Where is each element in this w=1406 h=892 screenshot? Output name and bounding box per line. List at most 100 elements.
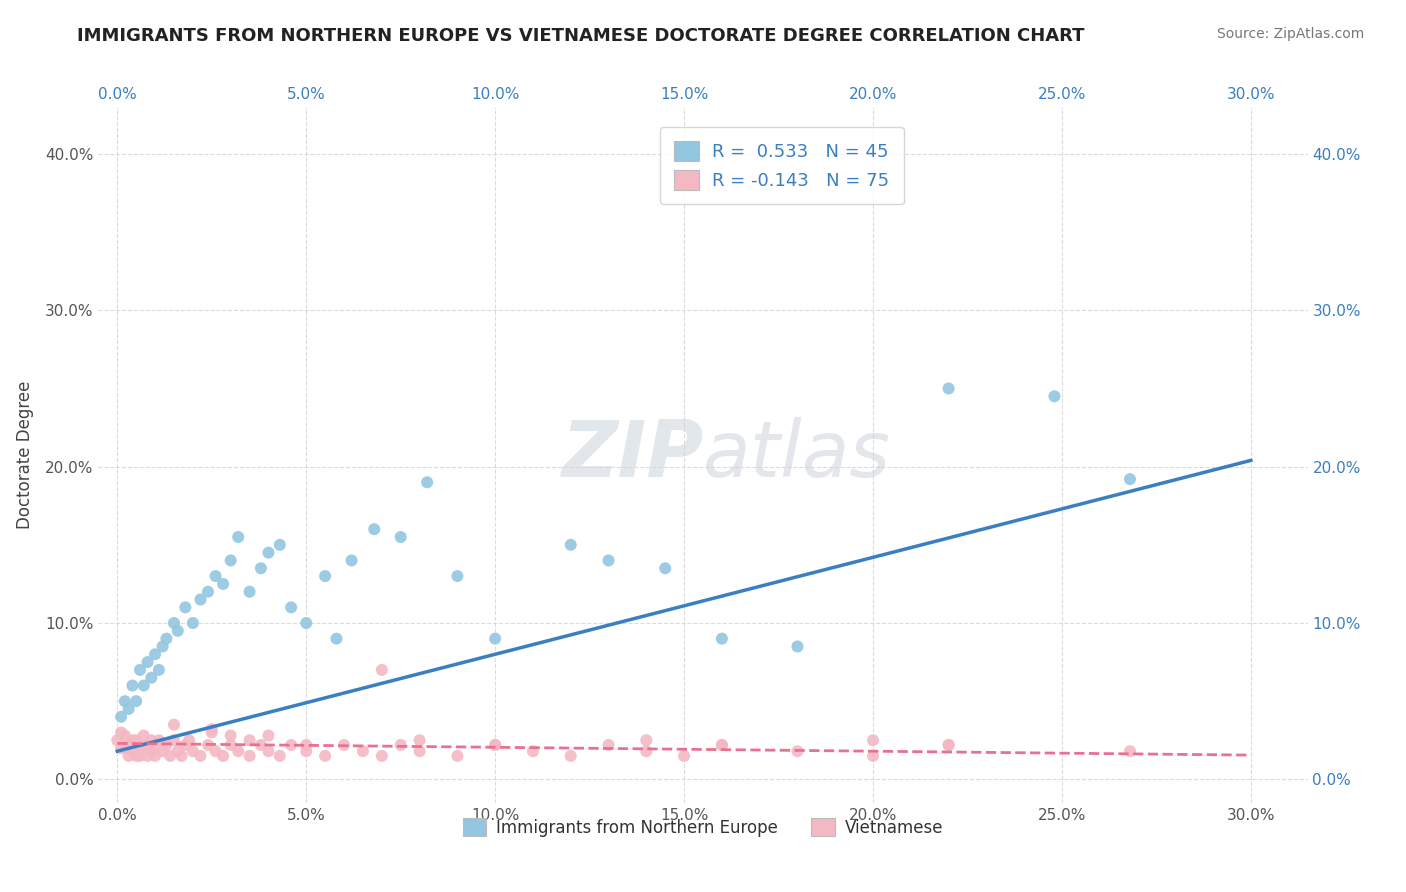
Point	[1119, 744, 1142, 758]
Point	[148, 733, 170, 747]
Point	[141, 671, 163, 685]
Point	[484, 632, 506, 646]
Point	[132, 679, 155, 693]
Point	[226, 530, 249, 544]
Point	[862, 748, 884, 763]
Point	[163, 717, 186, 731]
Point	[257, 546, 280, 560]
Point	[250, 561, 273, 575]
Point	[446, 748, 468, 763]
Point	[219, 553, 242, 567]
Point	[295, 615, 318, 630]
Point	[389, 738, 412, 752]
Point	[295, 744, 318, 758]
Point	[250, 738, 273, 752]
Point	[710, 632, 733, 646]
Point	[179, 733, 201, 747]
Point	[114, 729, 136, 743]
Point	[239, 733, 262, 747]
Point	[204, 569, 226, 583]
Point	[280, 600, 302, 615]
Point	[181, 744, 204, 758]
Point	[295, 738, 318, 752]
Point	[371, 748, 394, 763]
Point	[132, 738, 155, 752]
Point	[257, 744, 280, 758]
Point	[446, 569, 468, 583]
Point	[363, 522, 385, 536]
Point	[938, 382, 960, 396]
Point	[862, 733, 884, 747]
Point	[129, 663, 152, 677]
Point	[141, 744, 163, 758]
Point	[155, 632, 177, 646]
Text: ZIP: ZIP	[561, 417, 703, 493]
Point	[786, 744, 808, 758]
Point	[201, 725, 224, 739]
Point	[269, 748, 291, 763]
Point	[280, 738, 302, 752]
Point	[143, 647, 166, 661]
Text: IMMIGRANTS FROM NORTHERN EUROPE VS VIETNAMESE DOCTORATE DEGREE CORRELATION CHART: IMMIGRANTS FROM NORTHERN EUROPE VS VIETN…	[77, 27, 1085, 45]
Point	[155, 738, 177, 752]
Point	[129, 741, 152, 756]
Point	[239, 748, 262, 763]
Point	[314, 569, 336, 583]
Point	[598, 553, 620, 567]
Point	[371, 663, 394, 677]
Point	[143, 748, 166, 763]
Point	[136, 655, 159, 669]
Point	[484, 738, 506, 752]
Point	[673, 748, 696, 763]
Point	[389, 530, 412, 544]
Point	[143, 741, 166, 756]
Point	[166, 744, 188, 758]
Point	[636, 744, 658, 758]
Point	[110, 725, 132, 739]
Text: Source: ZipAtlas.com: Source: ZipAtlas.com	[1216, 27, 1364, 41]
Point	[136, 748, 159, 763]
Point	[166, 624, 188, 638]
Point	[314, 748, 336, 763]
Point	[190, 592, 212, 607]
Point	[105, 733, 128, 747]
Point	[163, 733, 186, 747]
Point	[226, 744, 249, 758]
Point	[938, 738, 960, 752]
Point	[560, 748, 582, 763]
Point	[163, 615, 186, 630]
Point	[786, 640, 808, 654]
Point	[118, 702, 141, 716]
Point	[938, 738, 960, 752]
Point	[152, 744, 174, 758]
Point	[121, 744, 143, 758]
Point	[190, 748, 212, 763]
Point	[136, 738, 159, 752]
Point	[141, 733, 163, 747]
Point	[1043, 389, 1066, 403]
Point	[181, 615, 204, 630]
Point	[148, 663, 170, 677]
Point	[219, 738, 242, 752]
Point	[598, 738, 620, 752]
Point	[710, 738, 733, 752]
Point	[416, 475, 439, 490]
Point	[484, 738, 506, 752]
Point	[170, 748, 193, 763]
Point	[239, 584, 262, 599]
Point	[121, 679, 143, 693]
Legend: Immigrants from Northern Europe, Vietnamese: Immigrants from Northern Europe, Vietnam…	[456, 811, 950, 843]
Point	[129, 748, 152, 763]
Point	[212, 577, 235, 591]
Point	[125, 748, 148, 763]
Point	[560, 538, 582, 552]
Point	[197, 738, 219, 752]
Point	[125, 733, 148, 747]
Point	[201, 723, 224, 737]
Point	[132, 729, 155, 743]
Point	[257, 729, 280, 743]
Point	[159, 748, 181, 763]
Point	[1119, 472, 1142, 486]
Point	[219, 729, 242, 743]
Text: atlas: atlas	[703, 417, 891, 493]
